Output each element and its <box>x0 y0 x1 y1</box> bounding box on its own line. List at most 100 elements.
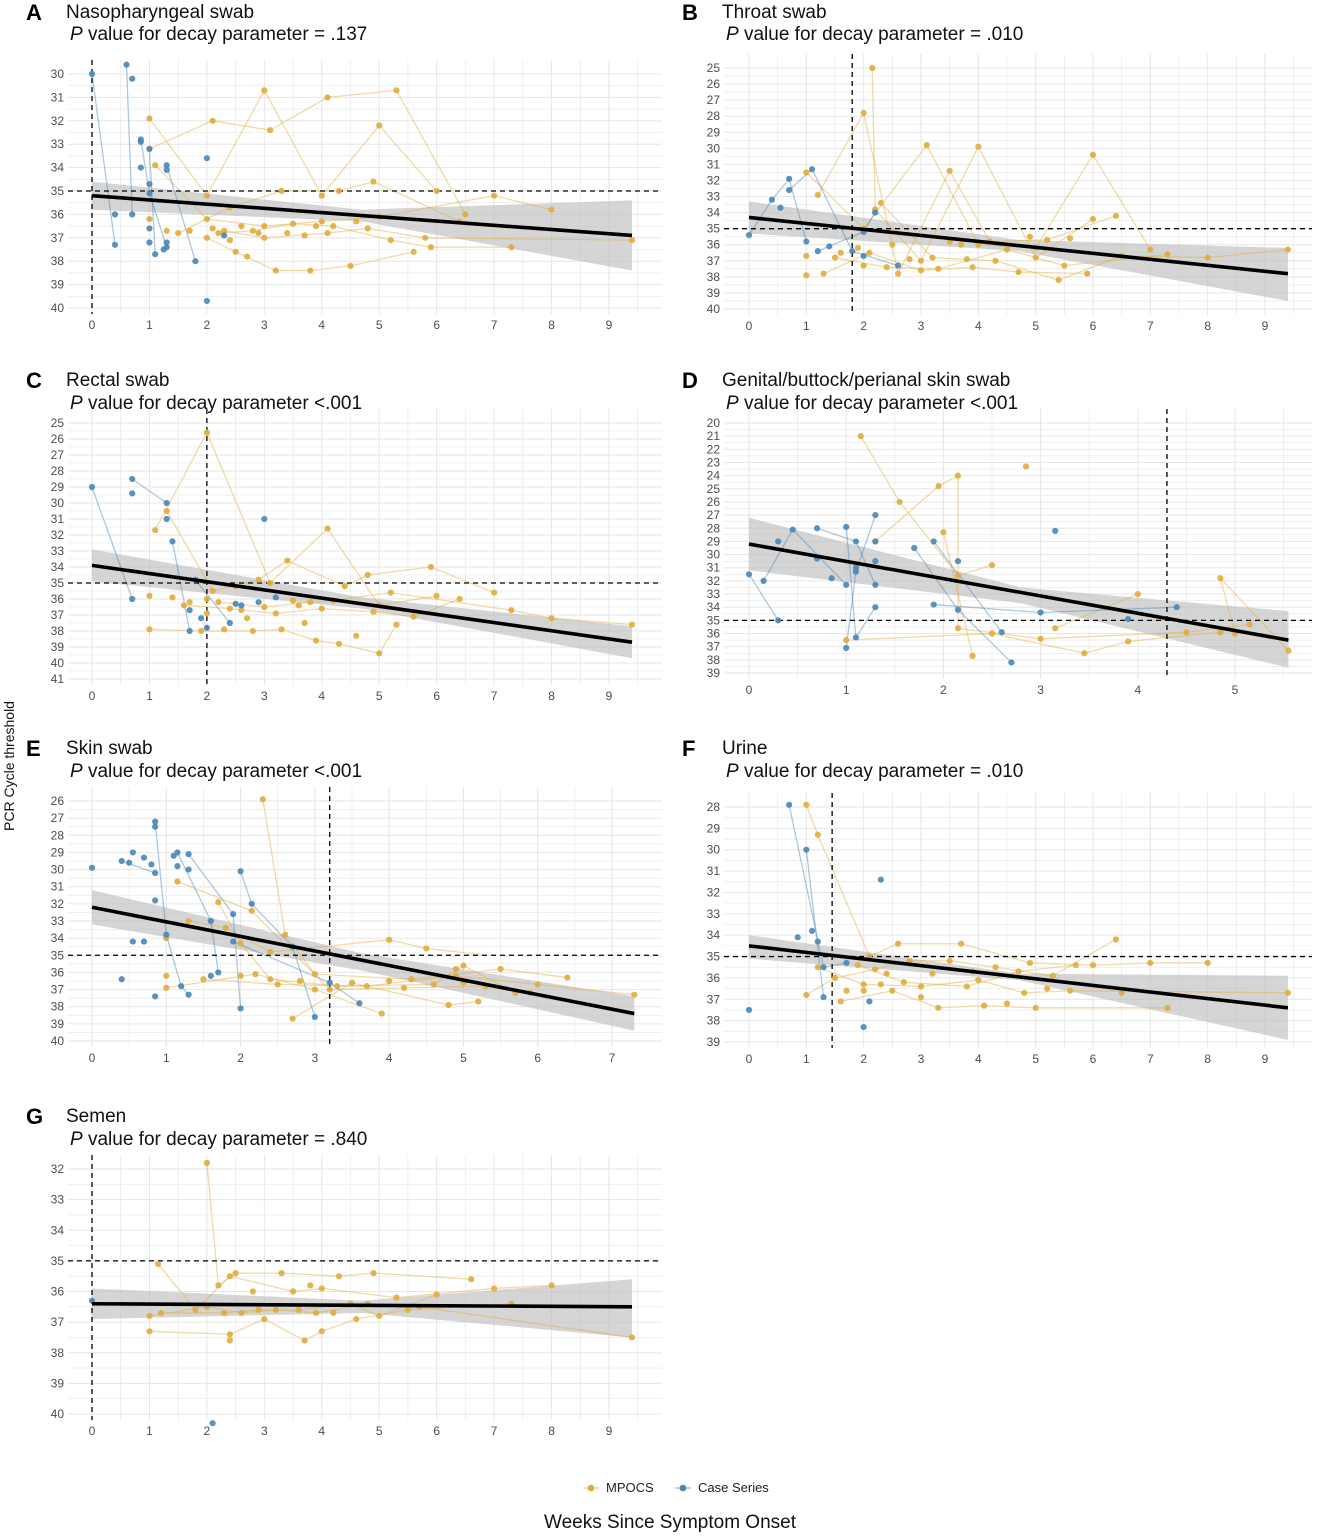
mpocs-point <box>157 1309 165 1317</box>
y-tick-label: 38 <box>51 624 65 638</box>
mpocs-trajectory <box>1054 593 1139 629</box>
mpocs-point <box>267 948 274 955</box>
case-series-point <box>203 624 210 631</box>
case-series-point <box>140 938 148 945</box>
mpocs-point <box>261 223 268 230</box>
mpocs-point <box>238 607 245 614</box>
case-series-point <box>860 1023 867 1031</box>
case-series-point <box>146 225 153 232</box>
case-series-point <box>163 166 170 174</box>
mpocs-point <box>803 252 810 260</box>
case-series-point <box>111 211 119 218</box>
x-tick-label: 5 <box>1232 683 1239 697</box>
mpocs-point <box>192 1306 199 1313</box>
x-tick-label: 8 <box>1204 319 1211 333</box>
y-tick-label: 41 <box>51 672 65 686</box>
y-tick-label: 34 <box>51 161 65 175</box>
mpocs-point <box>958 241 965 248</box>
case-series-point <box>221 232 228 239</box>
y-tick-label: 36 <box>707 238 721 252</box>
mpocs-point <box>445 1001 452 1009</box>
case-series-trajectory <box>131 478 168 504</box>
mpocs-point <box>376 650 383 657</box>
case-series-point <box>814 248 821 255</box>
p-symbol: P <box>726 24 739 45</box>
mpocs-point <box>954 625 962 632</box>
mpocs-point <box>289 597 297 604</box>
mpocs-point <box>248 907 255 914</box>
mpocs-point <box>335 1273 343 1280</box>
mpocs-point <box>877 199 884 207</box>
mpocs-point <box>935 1004 942 1011</box>
mpocs-point <box>1164 251 1171 258</box>
y-tick-label: 37 <box>51 231 65 245</box>
mpocs-point <box>163 984 170 991</box>
mpocs-point <box>803 169 810 176</box>
y-tick-label: 26 <box>707 77 721 91</box>
p-symbol: P <box>70 1129 83 1150</box>
mpocs-point <box>249 627 256 635</box>
x-tick-label: 7 <box>1147 1052 1154 1066</box>
mpocs-point <box>1026 959 1034 967</box>
mpocs-point <box>860 262 867 269</box>
case-series-point <box>745 571 753 578</box>
mpocs-point <box>282 931 289 938</box>
case-series-point <box>185 866 192 873</box>
y-axis-title: PCR Cycle threshold <box>1 701 17 831</box>
case-series-point <box>843 523 850 531</box>
x-tick-label: 3 <box>261 1424 268 1438</box>
mpocs-point <box>992 257 999 264</box>
y-tick-label: 35 <box>51 576 65 590</box>
panel-p-value: P value for decay parameter = .137 <box>70 24 367 45</box>
y-tick-label: 35 <box>51 184 65 198</box>
mpocs-point <box>203 610 210 617</box>
mpocs-point <box>284 557 291 564</box>
y-tick-label: 33 <box>707 190 721 204</box>
mpocs-point <box>1003 1000 1011 1007</box>
mpocs-point <box>843 987 850 994</box>
x-tick-label: 3 <box>1037 683 1044 697</box>
y-tick-label: 27 <box>707 508 721 522</box>
mpocs-point <box>272 1306 279 1313</box>
mpocs-point <box>1089 215 1097 223</box>
case-series-point <box>954 606 962 613</box>
mpocs-point <box>255 230 262 237</box>
mpocs-point <box>272 267 279 274</box>
mpocs-point <box>301 232 308 239</box>
mpocs-point <box>238 223 245 230</box>
y-tick-label: 25 <box>707 482 721 496</box>
mpocs-point <box>180 602 188 609</box>
y-tick-label: 23 <box>707 455 721 469</box>
x-tick-label: 6 <box>534 1051 541 1065</box>
mpocs-point <box>468 1276 475 1283</box>
mpocs-point <box>854 961 862 969</box>
mpocs-point <box>318 218 325 225</box>
x-tick-label: 1 <box>146 1424 153 1438</box>
p-value-text: value for decay parameter <.001 <box>83 761 362 782</box>
mpocs-point <box>249 227 256 234</box>
y-tick-label: 27 <box>51 448 65 462</box>
case-series-point <box>163 515 170 523</box>
legend-case-series-label: Case Series <box>698 1480 769 1495</box>
case-series-point <box>203 297 210 305</box>
case-series-point <box>911 544 918 552</box>
mpocs-trajectory <box>188 920 486 956</box>
x-tick-label: 6 <box>433 689 440 703</box>
mpocs-point <box>1124 638 1132 645</box>
panel-p-value: P value for decay parameter <.001 <box>726 393 1018 414</box>
mpocs-point <box>1021 989 1028 996</box>
mpocs-point <box>877 981 884 988</box>
y-tick-label: 31 <box>51 512 65 526</box>
x-tick-label: 1 <box>803 1052 810 1066</box>
mpocs-point <box>289 1288 297 1295</box>
y-tick-label: 26 <box>707 495 721 509</box>
case-series-point <box>129 490 136 497</box>
mpocs-point <box>330 223 337 230</box>
mpocs-point <box>261 603 268 611</box>
mpocs-point <box>1032 254 1039 261</box>
case-series-point <box>146 145 153 152</box>
x-tick-label: 1 <box>803 319 810 333</box>
case-series-point <box>207 917 214 925</box>
mpocs-point <box>1089 961 1097 969</box>
mpocs-point <box>992 964 999 971</box>
